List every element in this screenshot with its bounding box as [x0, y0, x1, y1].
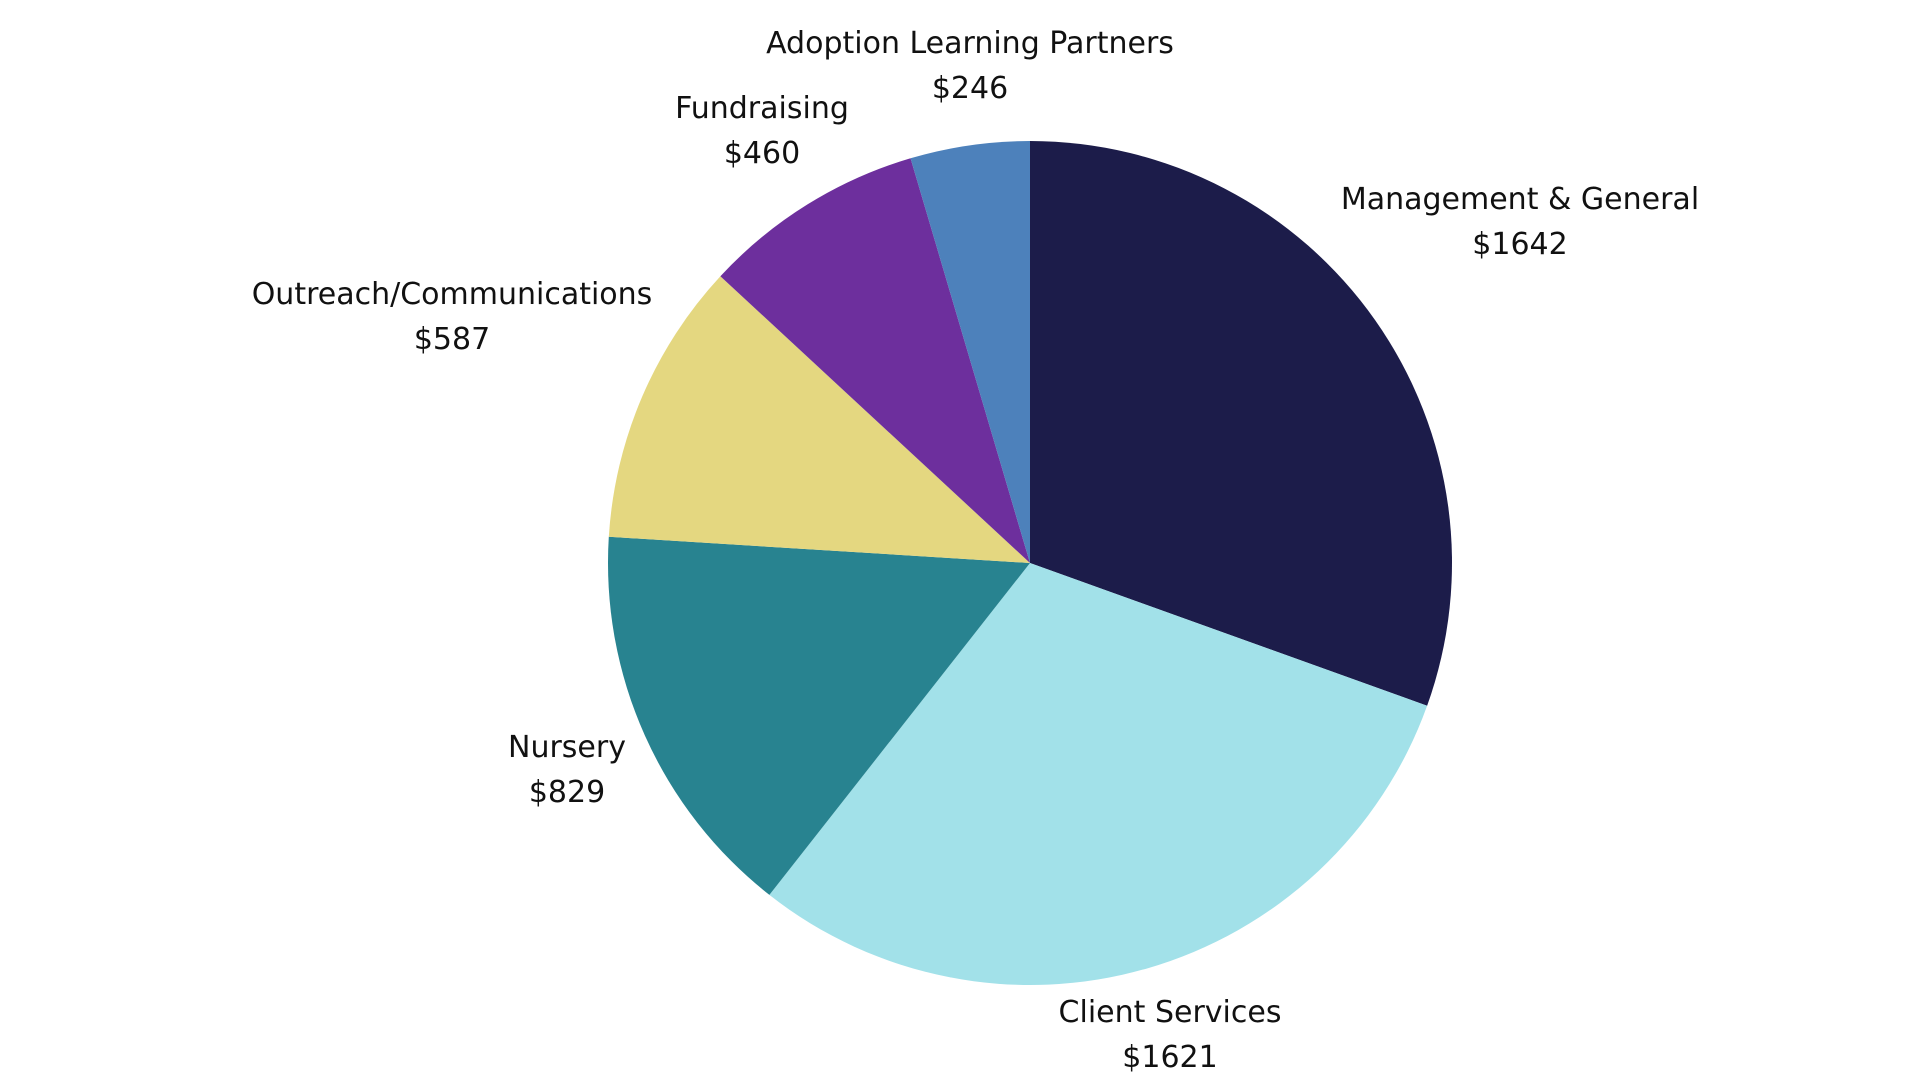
pie-slice-fundraising [720, 158, 1030, 563]
label-adoption-learning-partners: Adoption Learning Partners $246 [766, 21, 1174, 111]
pie-slice-adoption-learning-partners [910, 141, 1030, 563]
label-adoption-learning-partners-name: Adoption Learning Partners [766, 26, 1174, 61]
label-client-services-name: Client Services [1058, 995, 1282, 1030]
label-nursery: Nursery $829 [508, 725, 626, 815]
label-nursery-value: $829 [528, 775, 606, 810]
label-adoption-learning-partners-value: $246 [931, 71, 1009, 106]
label-management-general: Management & General $1642 [1341, 177, 1699, 267]
label-nursery-name: Nursery [508, 730, 626, 765]
label-outreach-communications-value: $587 [413, 322, 491, 357]
label-fundraising-value: $460 [723, 136, 801, 171]
pie-slice-nursery [607, 536, 1030, 895]
label-client-services: Client Services $1621 [1059, 990, 1282, 1080]
pie-slice-management-general [1030, 141, 1452, 706]
label-management-general-name: Management & General [1340, 182, 1700, 217]
label-outreach-communications-name: Outreach/Communications [251, 277, 653, 312]
label-fundraising: Fundraising $460 [675, 86, 849, 176]
label-management-general-value: $1642 [1472, 227, 1568, 262]
label-client-services-value: $1621 [1122, 1040, 1218, 1075]
label-fundraising-name: Fundraising [675, 91, 849, 126]
pie-slice-client-services [769, 563, 1428, 986]
label-outreach-communications: Outreach/Communications $587 [252, 272, 653, 362]
pie-slice-outreach-communications [608, 276, 1030, 563]
